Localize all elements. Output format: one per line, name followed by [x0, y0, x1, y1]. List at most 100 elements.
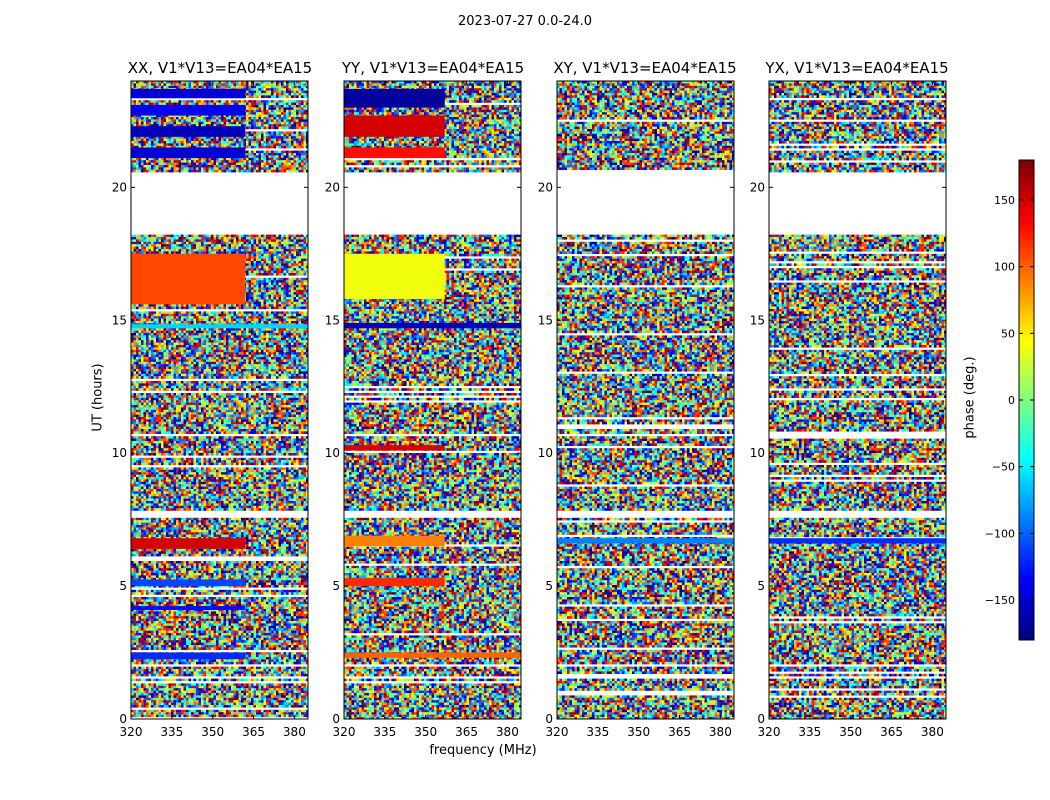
phase-cell [269, 302, 272, 305]
phase-cell [299, 273, 302, 276]
phase-cell [149, 165, 152, 168]
phase-cell [249, 311, 252, 314]
phase-cell [251, 311, 254, 314]
phase-cell [284, 251, 287, 254]
phase-cell [134, 163, 137, 166]
phase-cell [226, 165, 229, 168]
phase-cell [199, 321, 202, 324]
phase-cell [266, 271, 269, 274]
phase-cell [166, 249, 169, 252]
phase-cell [221, 239, 224, 242]
phase-cell [284, 143, 287, 146]
phase-cell [246, 261, 249, 264]
phase-cell [284, 91, 287, 94]
phase-cell [241, 167, 244, 170]
phase-cell [286, 153, 289, 156]
phase-cell [294, 290, 297, 293]
phase-cell [141, 165, 144, 168]
phase-cell [271, 86, 274, 89]
phase-cell [281, 103, 284, 106]
phase-cell [269, 165, 272, 168]
phase-cell [269, 292, 272, 295]
phase-cell [274, 263, 277, 266]
phase-cell [151, 316, 154, 319]
phase-cell [206, 319, 209, 322]
phase-cell [239, 247, 242, 250]
phase-cell [191, 167, 194, 170]
phase-cell [244, 86, 247, 89]
phase-cell [266, 266, 269, 269]
phase-cell [166, 319, 169, 322]
phase-cell [259, 314, 262, 317]
phase-cell [189, 158, 192, 161]
phase-cell [299, 95, 302, 98]
phase-cell [266, 136, 269, 139]
phase-cell [231, 249, 234, 252]
phase-cell [224, 237, 227, 240]
phase-cell [141, 311, 144, 314]
phase-cell [289, 110, 292, 113]
phase-cell [251, 151, 254, 154]
phase-cell [139, 119, 142, 122]
phase-cell [181, 237, 184, 240]
phase-cell [209, 251, 212, 254]
phase-cell [206, 311, 209, 314]
phase-cell [301, 263, 304, 266]
phase-cell [179, 307, 182, 310]
phase-cell [296, 136, 299, 139]
phase-cell [274, 131, 277, 134]
phase-cell [144, 165, 147, 168]
phase-cell [176, 122, 179, 125]
phase-cell [271, 134, 274, 137]
phase-cell [264, 268, 267, 271]
phase-cell [279, 299, 282, 302]
phase-cell [266, 239, 269, 242]
phase-cell [161, 167, 164, 170]
phase-cell [279, 167, 282, 170]
phase-cell [219, 163, 222, 166]
phase-cell [274, 249, 277, 252]
phase-cell [279, 290, 282, 293]
phase-cell [279, 112, 282, 115]
phase-cell [264, 134, 267, 137]
phase-cell [304, 153, 307, 156]
phase-cell [249, 119, 252, 122]
phase-cell [134, 167, 137, 170]
phase-cell [261, 146, 264, 149]
phase-cell [186, 316, 189, 319]
phase-cell [134, 237, 137, 240]
phase-cell [291, 259, 294, 262]
phase-cell [259, 136, 262, 139]
phase-cell [256, 239, 259, 242]
phase-cell [241, 143, 244, 146]
phase-cell [214, 321, 217, 324]
phase-cell [279, 83, 282, 86]
phase-cell [289, 285, 292, 288]
phase-cell [254, 307, 257, 310]
phase-cell [261, 321, 264, 324]
phase-cell [291, 105, 294, 108]
phase-cell [289, 105, 292, 108]
phase-cell [199, 139, 202, 142]
phase-cell [239, 119, 242, 122]
phase-cell [134, 307, 137, 310]
phase-cell [236, 307, 239, 310]
phase-cell [266, 134, 269, 137]
phase-cell [161, 316, 164, 319]
phase-cell [264, 115, 267, 118]
phase-cell [206, 143, 209, 146]
phase-cell [264, 141, 267, 144]
phase-cell [246, 88, 249, 91]
phase-cell [244, 163, 247, 166]
phase-cell [299, 131, 302, 134]
phase-cell [256, 271, 259, 274]
phase-cell [134, 244, 137, 247]
phase-cell [166, 244, 169, 247]
phase-cell [164, 160, 167, 163]
phase-cell [269, 93, 272, 96]
phase-cell [269, 263, 272, 266]
phase-cell [256, 139, 259, 142]
phase-cell [261, 170, 264, 173]
phase-cell [196, 86, 199, 89]
phase-cell [279, 304, 282, 307]
